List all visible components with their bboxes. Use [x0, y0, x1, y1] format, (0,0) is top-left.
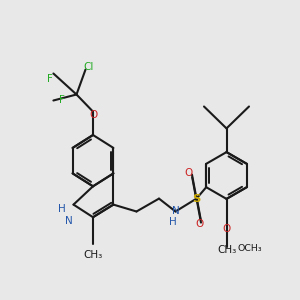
- Text: N: N: [64, 216, 72, 226]
- Text: Cl: Cl: [83, 62, 94, 73]
- Text: O: O: [222, 224, 231, 234]
- Text: F: F: [58, 94, 64, 105]
- Text: S: S: [192, 194, 201, 204]
- Text: CH₃: CH₃: [217, 245, 236, 255]
- Text: O: O: [195, 219, 204, 230]
- Text: O: O: [89, 110, 97, 120]
- Text: F: F: [47, 74, 53, 85]
- Text: CH₃: CH₃: [83, 250, 103, 260]
- Text: H: H: [58, 203, 65, 214]
- Text: H: H: [169, 217, 176, 227]
- Text: OCH₃: OCH₃: [237, 244, 262, 253]
- Text: N: N: [172, 206, 179, 216]
- Text: O: O: [184, 168, 193, 178]
